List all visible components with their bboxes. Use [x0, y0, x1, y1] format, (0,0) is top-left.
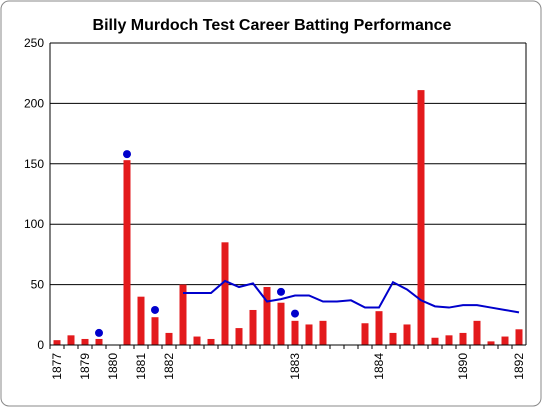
bar: [375, 311, 383, 345]
bar: [501, 336, 509, 345]
bar: [403, 324, 411, 345]
bar: [389, 332, 397, 345]
x-tick-label: 1877: [50, 353, 64, 380]
point: [95, 328, 103, 337]
y-tick-label: 50: [31, 278, 45, 292]
bar: [431, 337, 439, 345]
bar: [235, 328, 243, 345]
bar: [305, 324, 313, 345]
chart-title: Billy Murdoch Test Career Batting Perfor…: [93, 17, 452, 34]
point: [123, 150, 131, 159]
bar: [319, 320, 327, 345]
x-tick-label: 1881: [134, 353, 148, 380]
bar: [459, 332, 467, 345]
bar: [67, 335, 75, 345]
point: [291, 309, 299, 318]
y-tick-label: 150: [24, 157, 44, 171]
bar: [361, 323, 369, 345]
x-tick-label: 1879: [78, 353, 92, 380]
bar: [151, 317, 159, 345]
x-tick-label: 1883: [288, 353, 302, 380]
bar: [165, 332, 173, 345]
x-tick-label: 1882: [162, 353, 176, 380]
point: [277, 287, 285, 296]
bar: [515, 329, 523, 345]
bar: [95, 338, 103, 345]
bar: [207, 338, 215, 345]
x-tick-label: 1890: [456, 353, 470, 380]
x-tick-label: 1892: [512, 353, 526, 380]
bar: [417, 90, 425, 345]
y-tick-label: 200: [24, 96, 44, 110]
bar: [249, 309, 257, 345]
bar: [137, 296, 145, 345]
x-tick-label: 1884: [372, 353, 386, 380]
bar: [81, 338, 89, 345]
bar: [221, 242, 229, 345]
line: [183, 279, 520, 314]
bar: [277, 302, 285, 345]
bar: [123, 160, 131, 345]
bar: [291, 320, 299, 345]
bar: [445, 335, 453, 345]
y-tick-label: 100: [24, 217, 44, 231]
y-tick-label: 0: [37, 338, 44, 352]
bar: [179, 284, 187, 345]
x-tick-label: 1880: [106, 353, 120, 380]
point: [151, 305, 159, 314]
y-tick-label: 250: [24, 36, 44, 50]
bar: [53, 340, 61, 345]
bar: [473, 320, 481, 345]
bar: [487, 341, 495, 345]
bar: [263, 287, 271, 345]
bar: [193, 336, 201, 345]
